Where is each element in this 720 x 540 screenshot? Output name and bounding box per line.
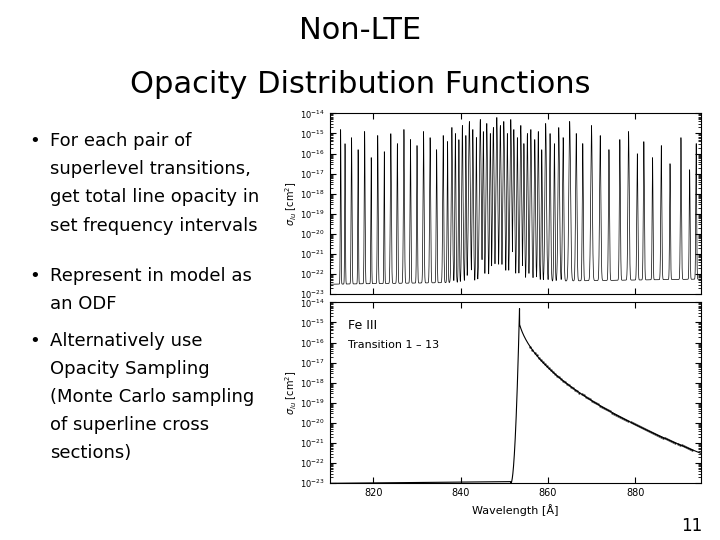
Text: get total line opacity in: get total line opacity in [50,188,260,206]
Text: •: • [29,132,40,150]
Text: Opacity Sampling: Opacity Sampling [50,360,210,378]
Text: Alternatively use: Alternatively use [50,332,203,350]
X-axis label: Wavelength [Å]: Wavelength [Å] [472,504,559,516]
Text: set frequency intervals: set frequency intervals [50,217,258,234]
Text: 11: 11 [680,517,702,535]
Text: sections): sections) [50,444,132,462]
Text: superlevel transitions,: superlevel transitions, [50,160,251,178]
Text: Represent in model as: Represent in model as [50,267,252,285]
Text: •: • [29,267,40,285]
Text: Fe III: Fe III [348,319,377,332]
Text: For each pair of: For each pair of [50,132,192,150]
Text: Non-LTE: Non-LTE [299,16,421,45]
Text: (Monte Carlo sampling: (Monte Carlo sampling [50,388,255,406]
Text: •: • [29,332,40,350]
Y-axis label: $\sigma_{lu}\ \mathrm{[cm^2]}$: $\sigma_{lu}\ \mathrm{[cm^2]}$ [283,370,299,415]
Text: of superline cross: of superline cross [50,416,210,434]
Text: Opacity Distribution Functions: Opacity Distribution Functions [130,70,590,99]
Y-axis label: $\sigma_{lu}\ \mathrm{[cm^2]}$: $\sigma_{lu}\ \mathrm{[cm^2]}$ [283,181,299,226]
Text: an ODF: an ODF [50,295,117,313]
Text: Transition 1 – 13: Transition 1 – 13 [348,340,439,350]
